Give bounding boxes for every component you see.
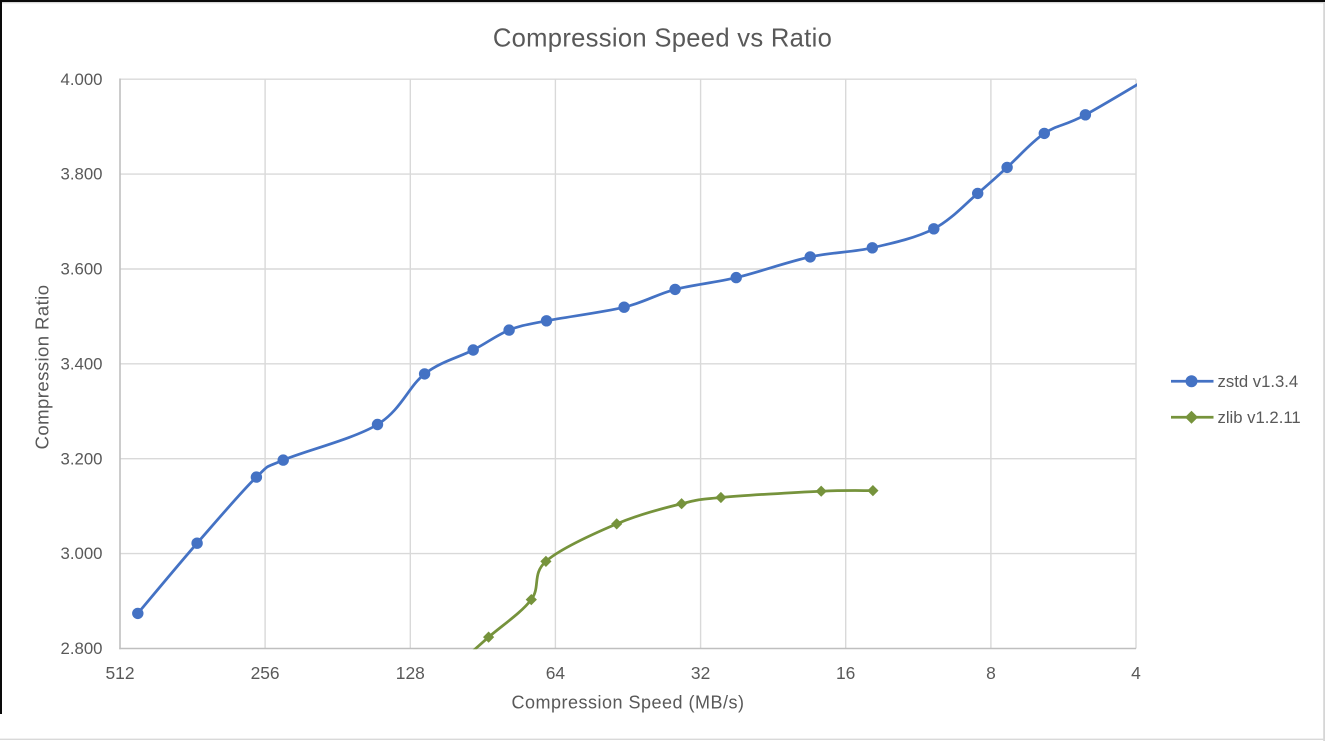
svg-text:128: 128 — [396, 663, 425, 683]
svg-text:32: 32 — [691, 663, 710, 683]
svg-text:Compression Speed vs Ratio: Compression Speed vs Ratio — [493, 25, 832, 53]
svg-text:3.600: 3.600 — [61, 260, 103, 279]
svg-text:zlib v1.2.11: zlib v1.2.11 — [1218, 408, 1301, 427]
svg-text:256: 256 — [251, 663, 280, 683]
svg-text:4: 4 — [1131, 663, 1141, 683]
svg-text:Compression Speed (MB/s): Compression Speed (MB/s) — [511, 693, 744, 713]
svg-text:4.000: 4.000 — [61, 70, 103, 89]
svg-text:2.800: 2.800 — [61, 639, 103, 658]
svg-text:512: 512 — [105, 663, 134, 683]
svg-text:8: 8 — [986, 663, 996, 683]
svg-text:16: 16 — [836, 663, 855, 683]
svg-text:3.000: 3.000 — [61, 544, 103, 563]
svg-text:Compression Ratio: Compression Ratio — [32, 285, 53, 450]
svg-text:zstd v1.3.4: zstd v1.3.4 — [1218, 372, 1299, 391]
svg-text:3.200: 3.200 — [61, 449, 103, 468]
svg-text:3.800: 3.800 — [61, 165, 103, 184]
svg-text:64: 64 — [546, 663, 566, 683]
svg-text:3.400: 3.400 — [61, 354, 103, 373]
